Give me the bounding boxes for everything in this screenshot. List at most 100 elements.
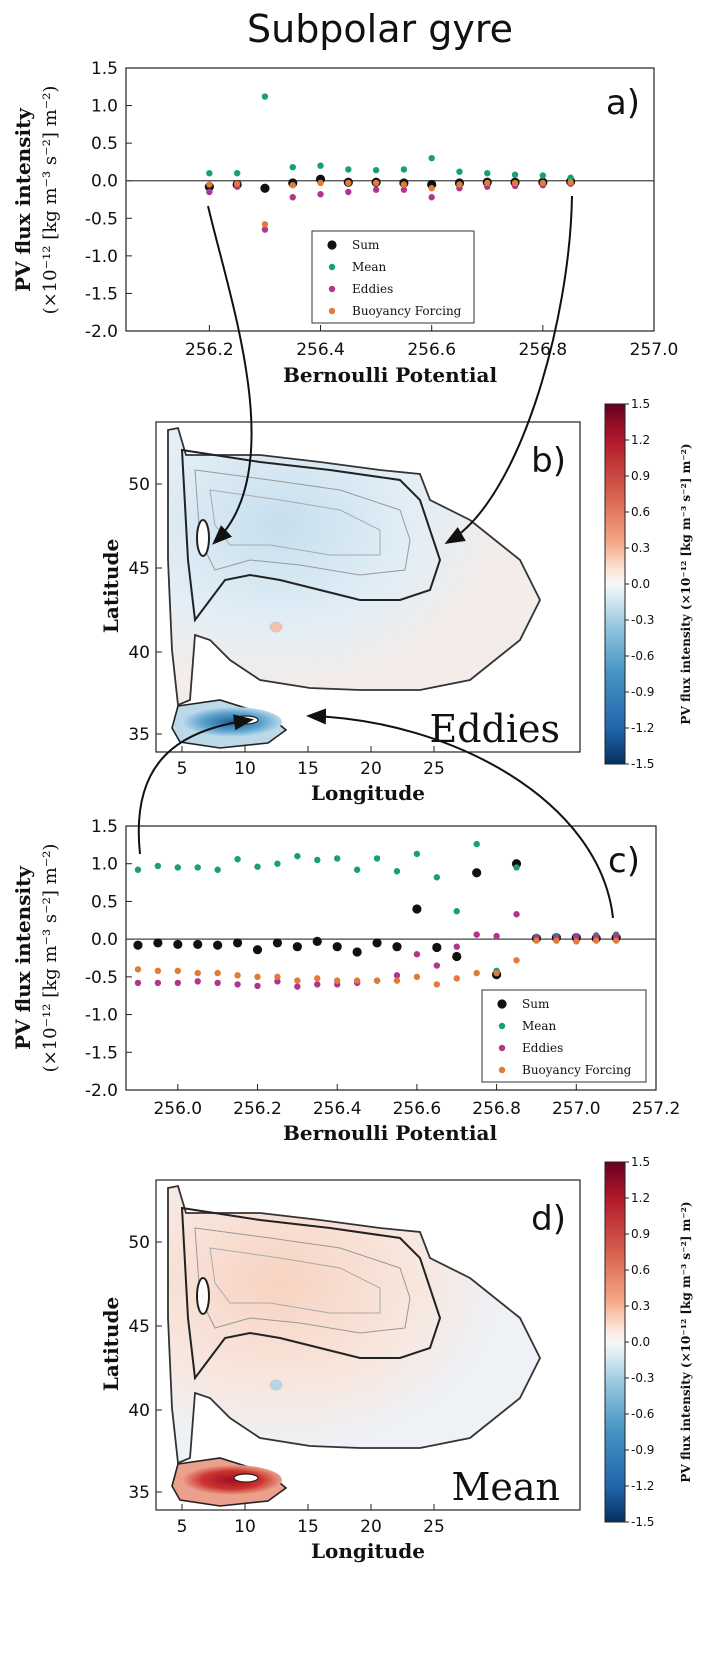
legend-entry: Mean — [522, 1019, 557, 1033]
xtick-label: 256.8 — [519, 340, 568, 360]
colorbar-tick-label: 0.0 — [631, 1335, 650, 1349]
ytick-label: -1.0 — [85, 247, 118, 267]
point-sum — [372, 938, 382, 948]
contour-mid — [194, 1227, 411, 1334]
point-mean — [317, 162, 324, 169]
colorbar-tick-label: 1.5 — [631, 1155, 650, 1169]
panel-c-points — [126, 840, 656, 990]
legend-entry: Buoyancy Forcing — [522, 1063, 632, 1077]
arrow-c-to-b-right — [306, 708, 614, 919]
colorbar-tick-label: -0.3 — [631, 1371, 654, 1385]
point-eddies — [453, 943, 460, 950]
point-mean — [511, 171, 519, 178]
ytick-label: 50 — [128, 1233, 150, 1253]
point-mean — [134, 866, 142, 873]
panel-c-ylabel-units: (×10⁻¹² [kg m⁻³ s⁻²] m⁻²) — [40, 844, 61, 1073]
panel-d-map: 5 10 15 20 25 50 45 40 35 d) Mean Longitude Lati… — [99, 1155, 693, 1563]
point-mean — [428, 154, 435, 162]
point-buoyancy-forcing — [294, 977, 301, 984]
point-eddies — [234, 981, 241, 988]
legend-marker — [328, 285, 336, 293]
point-mean — [473, 840, 480, 848]
panel-b-label: b) — [531, 441, 566, 481]
point-buoyancy-forcing — [372, 179, 380, 187]
panel-d-ticks: 5 10 15 20 25 50 45 40 35 — [128, 1233, 444, 1537]
colorbar-tick-label: 0.9 — [631, 469, 650, 483]
point-eddies — [154, 979, 162, 987]
point-eddies — [433, 962, 441, 969]
ytick-label: -1.0 — [85, 1006, 118, 1026]
ytick-label: 0.0 — [91, 172, 118, 192]
point-mean — [154, 862, 162, 870]
ytick-label: 35 — [128, 725, 150, 745]
point-sum — [392, 942, 402, 952]
point-mean — [214, 866, 221, 873]
point-eddies — [573, 933, 580, 941]
point-buoyancy-forcing — [413, 973, 421, 981]
legend-marker — [498, 1022, 506, 1030]
panel-b-name: Eddies — [429, 707, 560, 751]
panel-d-xlabel: Longitude — [311, 1539, 425, 1563]
contour-core — [196, 1277, 210, 1315]
panel-a-yticks: 1.5 1.0 0.5 0.0 -0.5 -1.0 -1.5 -2.0 — [85, 59, 132, 342]
point-eddies — [372, 186, 380, 193]
point-mean — [372, 166, 380, 174]
point-buoyancy-forcing — [567, 179, 574, 186]
point-sum — [312, 936, 322, 947]
colorbar-tick-label: -0.6 — [631, 1407, 654, 1421]
point-mean — [456, 168, 463, 175]
ytick-label: -1.5 — [85, 284, 118, 304]
legend-marker — [498, 1044, 506, 1052]
panel-c-label: c) — [608, 841, 640, 881]
point-mean — [400, 166, 408, 173]
point-sum — [332, 942, 342, 952]
colorbar-tick-label: 1.5 — [631, 397, 650, 411]
xtick-label: 256.2 — [185, 340, 234, 360]
colorbar-tick-label: 0.6 — [631, 1263, 650, 1277]
panel-c-ylabel: PV flux intensity — [11, 865, 35, 1050]
warm-spot — [269, 621, 283, 633]
panel-a-points — [126, 93, 654, 233]
xtick-label: 257.0 — [630, 340, 679, 360]
contour-mid — [194, 469, 411, 576]
colorbar-tick-label: 0.9 — [631, 1227, 650, 1241]
ytick-label: -2.0 — [85, 322, 118, 342]
point-mean — [206, 170, 213, 177]
eddy-band — [182, 707, 282, 737]
point-mean — [539, 172, 547, 179]
colorbar-tick-label: -1.5 — [631, 757, 654, 771]
panel-b-ylabel: Latitude — [99, 539, 123, 633]
panel-a-ylabel: PV flux intensity — [11, 107, 35, 292]
point-buoyancy-forcing — [334, 977, 341, 984]
panel-b-ticks: 5 10 15 20 25 50 45 40 35 — [128, 475, 444, 779]
xtick-label: 15 — [297, 1517, 319, 1537]
point-sum — [193, 939, 203, 950]
panel-b-map: 5 10 15 20 25 50 45 40 35 b) Eddies Longitude La… — [99, 397, 693, 805]
point-eddies — [289, 194, 296, 201]
contour-core — [196, 519, 210, 557]
point-buoyancy-forcing — [493, 969, 500, 977]
point-buoyancy-forcing — [511, 179, 519, 187]
point-buoyancy-forcing — [433, 981, 441, 988]
ytick-label: -2.0 — [85, 1081, 118, 1101]
point-sum — [252, 945, 263, 955]
point-mean — [254, 863, 261, 870]
xtick-label: 15 — [297, 759, 319, 779]
panel-c-xticks: 256.0 256.2 256.4 256.6 256.8 257.0 257.2 — [153, 1084, 680, 1119]
panel-d-name: Mean — [451, 1465, 560, 1509]
point-buoyancy-forcing — [206, 181, 213, 188]
point-buoyancy-forcing — [314, 975, 321, 982]
point-sum — [272, 938, 283, 948]
point-eddies — [317, 191, 324, 198]
panel-d-ylabel: Latitude — [99, 1297, 123, 1391]
xtick-label: 5 — [177, 1517, 188, 1537]
point-eddies — [134, 979, 142, 987]
point-sum — [173, 939, 183, 950]
point-buoyancy-forcing — [194, 969, 201, 977]
point-mean — [433, 874, 441, 881]
point-eddies — [473, 931, 480, 938]
panel-b-colorbar-label: PV flux intensity (×10⁻¹² [kg m⁻³ s⁻²] m… — [679, 443, 693, 724]
xtick-label: 256.4 — [313, 1099, 362, 1119]
xtick-label: 256.4 — [296, 340, 345, 360]
point-mean — [393, 868, 401, 875]
